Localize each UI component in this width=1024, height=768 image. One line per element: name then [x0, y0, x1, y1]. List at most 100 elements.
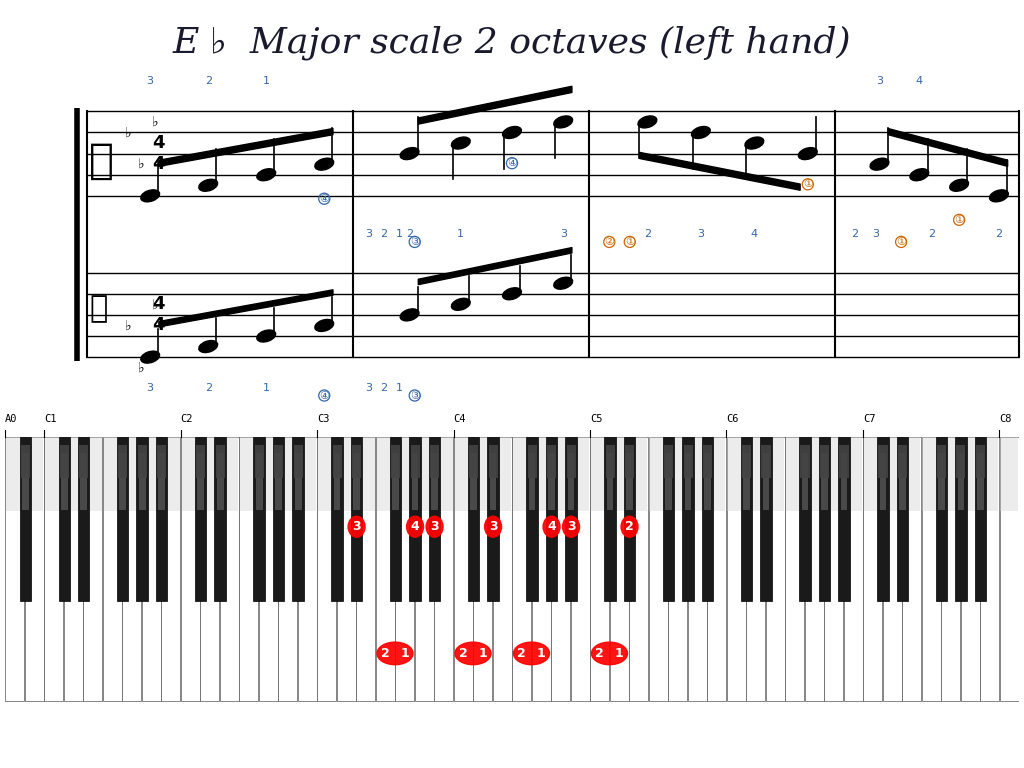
Text: 2: 2 [381, 229, 387, 240]
Ellipse shape [503, 127, 521, 138]
Bar [298, 436, 316, 701]
Bar [103, 436, 121, 511]
Bar [136, 436, 147, 601]
Bar [162, 436, 180, 701]
Bar [801, 445, 810, 478]
Bar [216, 445, 224, 478]
Bar [766, 436, 784, 701]
Bar [201, 436, 219, 701]
Text: 2: 2 [459, 647, 468, 660]
Bar [605, 445, 614, 478]
Bar [434, 436, 454, 701]
Text: 2: 2 [381, 382, 387, 393]
Bar [606, 453, 613, 510]
Bar [649, 436, 667, 511]
Text: 3: 3 [366, 382, 372, 393]
Text: 3: 3 [146, 382, 154, 393]
Bar [922, 436, 941, 701]
Ellipse shape [140, 190, 160, 202]
Text: 3: 3 [876, 75, 883, 86]
Bar [333, 445, 342, 478]
Bar [19, 436, 31, 601]
Bar [337, 436, 355, 701]
Bar [487, 436, 499, 601]
Bar [785, 436, 804, 701]
Text: E ♭  Major scale 2 octaves (left hand): E ♭ Major scale 2 octaves (left hand) [173, 25, 851, 60]
Text: 1: 1 [400, 647, 410, 660]
Bar [494, 436, 511, 511]
Bar [377, 436, 394, 511]
Text: 1: 1 [478, 647, 487, 660]
Bar [649, 436, 668, 701]
Bar [879, 445, 888, 478]
Bar [624, 436, 635, 601]
Bar [26, 436, 43, 511]
Bar [727, 436, 744, 511]
Bar [763, 453, 769, 510]
Bar [5, 436, 25, 701]
Bar [819, 436, 830, 601]
Bar [570, 436, 590, 701]
Bar [898, 445, 907, 478]
Text: 3: 3 [560, 229, 566, 240]
Text: ④: ④ [319, 194, 330, 204]
Bar [468, 436, 479, 601]
Ellipse shape [554, 116, 572, 128]
Bar [255, 445, 263, 478]
Bar [159, 453, 165, 510]
Bar [708, 436, 726, 701]
Bar [957, 453, 965, 510]
Bar [473, 436, 493, 701]
Bar [60, 453, 68, 510]
Text: 2: 2 [929, 229, 935, 240]
Text: ♭: ♭ [125, 125, 131, 140]
Text: ④: ④ [507, 158, 517, 168]
Ellipse shape [799, 147, 817, 160]
Text: 2: 2 [517, 647, 526, 660]
Text: 3: 3 [566, 520, 575, 533]
Bar [410, 436, 421, 601]
Bar [198, 453, 204, 510]
Bar [25, 436, 44, 701]
Ellipse shape [199, 340, 218, 353]
Bar [824, 436, 843, 701]
Bar [683, 445, 692, 478]
Bar [294, 445, 303, 478]
Bar [137, 445, 146, 478]
Bar [102, 436, 122, 701]
Bar [864, 436, 882, 511]
Bar [79, 445, 88, 478]
Bar [703, 445, 712, 478]
Bar [977, 453, 984, 510]
Text: 4: 4 [411, 520, 420, 533]
Bar [980, 436, 999, 701]
Bar [6, 436, 24, 511]
Ellipse shape [562, 516, 580, 537]
Bar [844, 436, 862, 701]
Bar [551, 436, 570, 701]
Bar [240, 436, 258, 701]
Bar [44, 436, 63, 701]
Text: 4: 4 [751, 229, 758, 240]
Ellipse shape [744, 137, 764, 149]
Bar [455, 436, 472, 511]
Text: ♭: ♭ [125, 319, 131, 333]
Bar [488, 445, 498, 478]
Bar [663, 436, 674, 601]
Bar [118, 445, 127, 478]
Text: ③: ③ [410, 237, 420, 247]
Bar [142, 436, 160, 511]
Bar [390, 436, 401, 601]
Ellipse shape [377, 642, 413, 665]
Text: C5: C5 [590, 414, 602, 424]
Text: ♭: ♭ [138, 157, 144, 171]
Text: C6: C6 [726, 414, 739, 424]
Ellipse shape [314, 158, 334, 170]
Bar [981, 436, 998, 511]
Text: 2: 2 [644, 229, 651, 240]
Bar [415, 436, 434, 701]
Ellipse shape [407, 516, 424, 537]
Bar [727, 436, 745, 701]
Bar [669, 436, 686, 511]
Bar [58, 436, 70, 601]
